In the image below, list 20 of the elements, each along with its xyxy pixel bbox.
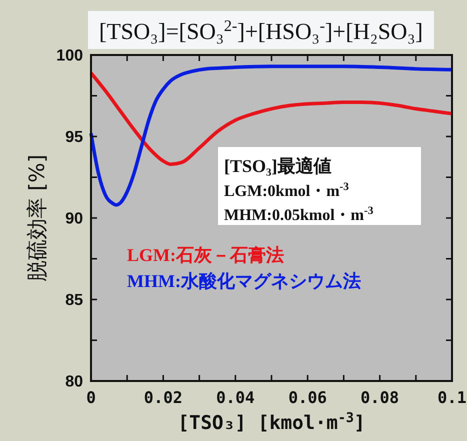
x-tick-label: 0.02 (144, 388, 182, 407)
x-tick-label: 0.06 (288, 388, 327, 407)
y-tick-label: 100 (56, 48, 84, 65)
annotation: LGM:0kmol・m$^{-3}$ (224, 181, 350, 200)
text: LGM:石灰－石膏法 (127, 245, 284, 265)
x-axis-title: [TSO₃] [kmol·m$^{-3}$] (178, 410, 366, 434)
y-tick-label: 95 (65, 129, 84, 146)
text: MHM:水酸化マグネシウム法 (127, 271, 361, 291)
y-axis-title: 脱硫効率 [%] (25, 154, 49, 282)
annotation: MHM:0.05kmol・m$^{-3}$ (224, 205, 374, 224)
line-series (89, 64, 454, 207)
x-tick-label: 0.08 (360, 388, 400, 407)
y-tick-label: 90 (65, 210, 84, 228)
x-tick-label: 0 (86, 388, 96, 407)
x-tick-label: 0.1 (438, 388, 466, 407)
y-tick-label: 85 (65, 292, 84, 310)
y-tick-label: 80 (65, 374, 84, 391)
chart-title: [TSO₃]=[SO₃$^{2-}$]+[HSO₃$^{-}$]+[H₂SO₃] (99, 18, 423, 44)
annotation: [TSO₃]最適値 (224, 156, 332, 176)
x-tick-label: 0.04 (216, 388, 255, 407)
